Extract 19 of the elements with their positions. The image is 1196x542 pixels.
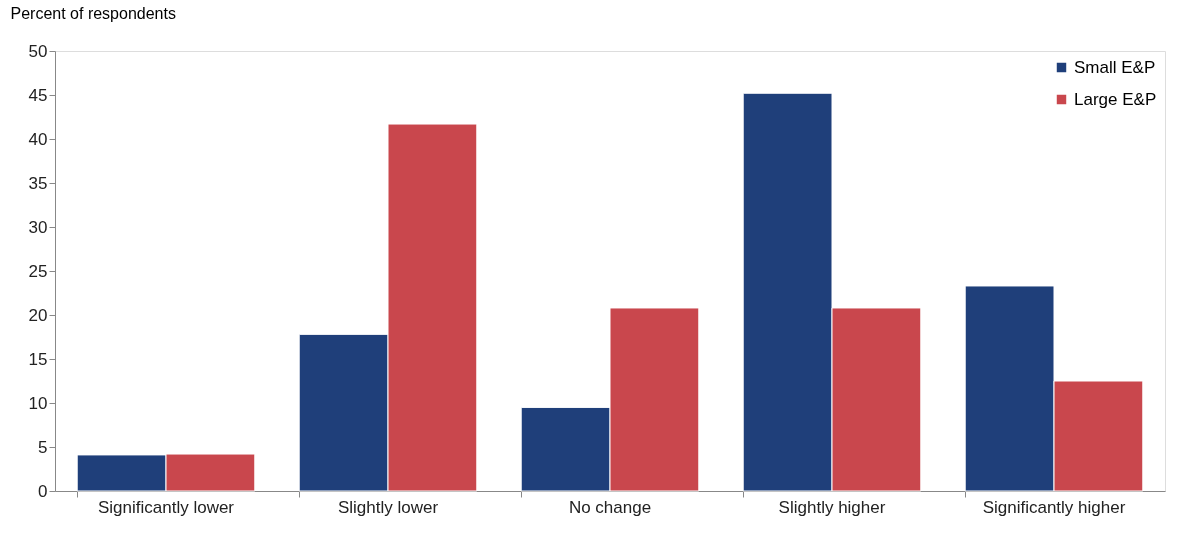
y-tick-label: 45 <box>28 85 48 105</box>
y-tick-label: 35 <box>28 173 48 193</box>
y-tick-label: 0 <box>38 481 48 501</box>
y-tick-label: 15 <box>28 349 48 369</box>
y-tick-label: 50 <box>28 41 48 61</box>
y-axis-title: Percent of respondents <box>10 4 176 22</box>
x-tick-label: No change <box>568 497 652 517</box>
x-tick-label: Slightly lower <box>337 497 439 517</box>
y-tick-label: 25 <box>28 261 48 281</box>
x-tick-label: Significantly lower <box>97 497 235 517</box>
legend-label: Small E&P <box>1074 57 1156 77</box>
y-tick-label: 30 <box>28 217 48 237</box>
y-tick-label: 40 <box>28 129 48 149</box>
y-tick-label: 20 <box>28 305 48 325</box>
legend-label: Large E&P <box>1074 89 1157 109</box>
x-tick-label: Significantly higher <box>982 497 1126 517</box>
x-tick-label: Slightly higher <box>778 497 886 517</box>
y-tick-label: 5 <box>38 437 48 457</box>
y-tick-label: 10 <box>28 393 48 413</box>
